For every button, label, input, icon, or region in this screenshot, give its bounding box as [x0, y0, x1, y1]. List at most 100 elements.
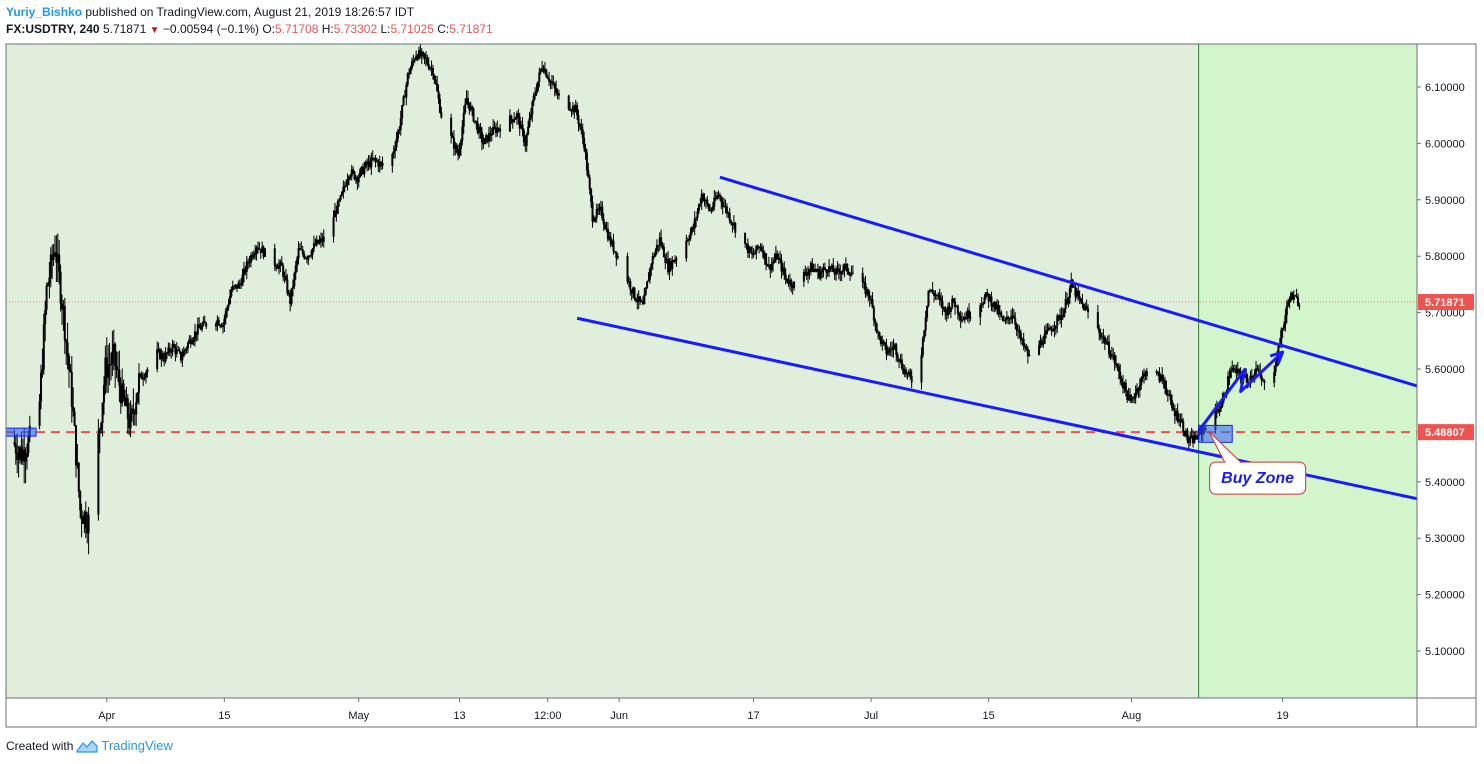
candle-body — [1297, 297, 1300, 306]
candle-body — [395, 138, 398, 148]
candle-body — [763, 253, 766, 258]
candle-body — [1098, 327, 1101, 334]
symbol-label: FX:USDTRY, 240 — [6, 22, 100, 36]
callout-text: Buy Zone — [1221, 470, 1294, 487]
candle-body — [458, 148, 461, 156]
candle-body — [1137, 388, 1140, 391]
candle-body — [996, 304, 999, 310]
candle-body — [1068, 287, 1071, 298]
candle-body — [479, 127, 482, 132]
candle-body — [171, 343, 174, 353]
candle-body — [83, 512, 86, 525]
candle-body — [1064, 299, 1067, 309]
tradingview-brand[interactable]: TradingView — [101, 738, 173, 753]
candle-body — [654, 250, 657, 257]
candle-body — [370, 157, 373, 168]
candle-body — [305, 257, 308, 260]
candle-body — [486, 135, 489, 142]
candle-body — [189, 339, 192, 344]
candle-body — [790, 279, 793, 287]
candle-body — [641, 301, 644, 305]
candle-body — [1113, 354, 1116, 364]
candle-body — [1081, 301, 1084, 304]
candle-body — [420, 51, 423, 57]
candle-body — [829, 266, 832, 269]
candle-body — [674, 259, 677, 262]
x-tick-label: Jul — [864, 710, 878, 722]
candle-body — [926, 305, 929, 318]
candle-body — [258, 248, 261, 250]
candle-body — [13, 442, 16, 445]
candle-body — [228, 296, 231, 304]
candle-body — [759, 246, 762, 248]
candle-body — [732, 223, 735, 226]
candle-body — [697, 204, 700, 212]
candle-body — [293, 273, 296, 287]
candle-body — [984, 292, 987, 298]
author-link[interactable]: Yuriy_Bishko — [6, 5, 83, 19]
candle-body — [1280, 330, 1283, 346]
candle-body — [517, 113, 520, 117]
axes-layer: 6.10000 6.00000 5.90000 5.80000 5.70000 5.600… — [5, 43, 1477, 728]
candle-body — [380, 161, 383, 164]
candle-body — [59, 271, 62, 304]
candle-body — [178, 350, 181, 352]
candle-body — [655, 245, 658, 251]
candle-body — [928, 290, 931, 292]
created-with-label: Created with — [6, 738, 74, 753]
candle-body — [1179, 419, 1182, 422]
candle-body — [357, 176, 360, 183]
candle-body — [870, 298, 873, 300]
candle-body — [762, 250, 765, 258]
candle-body — [322, 236, 325, 242]
candle-body — [105, 357, 108, 378]
candle-body — [156, 349, 159, 370]
candle-body — [884, 342, 887, 345]
candle-body — [528, 118, 531, 127]
candle-body — [499, 128, 502, 132]
candle-body — [437, 91, 440, 99]
candle-body — [56, 254, 59, 263]
candle-body — [780, 259, 783, 272]
candle-body — [791, 286, 794, 289]
candle-body — [361, 166, 364, 175]
candle-body — [115, 365, 118, 370]
x-tick-label: 13 — [453, 710, 465, 722]
candle-body — [273, 248, 276, 266]
candle-body — [688, 238, 691, 241]
candle-body — [987, 293, 990, 301]
candle-body — [920, 355, 923, 383]
candle-body — [227, 303, 230, 308]
candle-body — [934, 294, 937, 296]
y-tick-label: 5.70000 — [1425, 308, 1465, 320]
candle-body — [216, 319, 219, 324]
y-tick-label: 5.20000 — [1425, 590, 1465, 602]
candle-body — [842, 269, 845, 272]
candle-body — [1186, 430, 1189, 441]
candle-body — [608, 236, 611, 240]
candle-body — [580, 126, 583, 130]
candle-body — [1019, 332, 1022, 341]
candle-body — [1003, 320, 1006, 322]
candle-body — [837, 268, 840, 272]
drawings-layer[interactable]: Buy Zone — [5, 175, 1418, 501]
candle-body — [338, 200, 341, 202]
candle-body — [373, 157, 376, 160]
candle-body — [345, 185, 348, 187]
candle-body — [844, 263, 847, 265]
candle-body — [998, 312, 1001, 315]
candle-body — [700, 193, 703, 204]
candle-body — [69, 369, 72, 372]
candle-body — [1189, 437, 1192, 443]
candle-body — [893, 344, 896, 347]
candle-body — [723, 205, 726, 207]
candle-body — [839, 271, 842, 275]
candle-body — [1000, 312, 1003, 316]
candle-body — [990, 296, 993, 307]
candle-body — [961, 320, 964, 322]
candle-body — [989, 296, 992, 301]
candle-body — [238, 283, 241, 285]
candle-body — [1010, 316, 1013, 320]
candle-body — [1227, 376, 1230, 391]
